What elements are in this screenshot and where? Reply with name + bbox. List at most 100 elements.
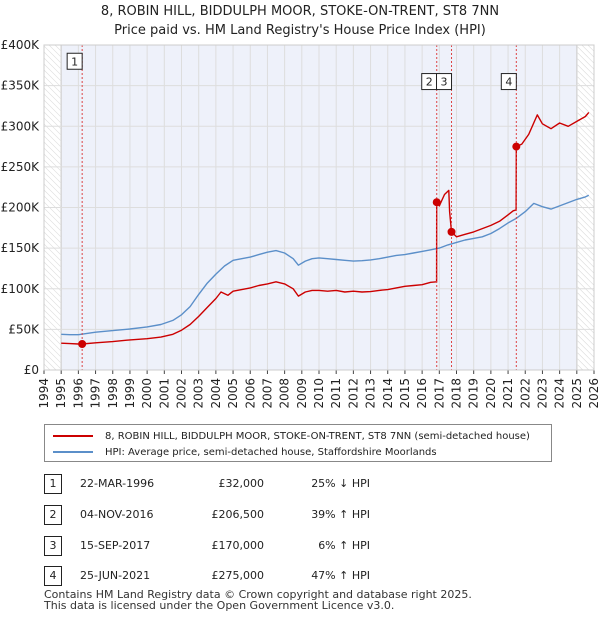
price-chart: 8, ROBIN HILL, BIDDULPH MOOR, STOKE-ON-T… bbox=[1, 4, 600, 409]
hatch-line bbox=[43, 159, 62, 178]
x-tick-label: 2024 bbox=[553, 378, 567, 409]
hatch-line bbox=[576, 297, 595, 316]
footer-line-2: This data is licensed under the Open Gov… bbox=[44, 599, 395, 612]
sale-label-box bbox=[66, 52, 83, 70]
x-tick-label: 2010 bbox=[312, 378, 326, 409]
hatch-line bbox=[576, 255, 595, 274]
legend-swatch-property bbox=[53, 435, 93, 437]
x-tick-label: 2022 bbox=[518, 378, 532, 409]
hatch-line bbox=[43, 303, 62, 322]
x-tick-label: 2006 bbox=[243, 378, 257, 409]
hatch-line bbox=[43, 153, 62, 172]
hatch-line bbox=[576, 363, 584, 371]
hatch-line bbox=[576, 327, 595, 346]
hatch-line bbox=[576, 93, 595, 112]
hatch-line bbox=[43, 189, 62, 208]
hatch-line bbox=[43, 225, 62, 244]
hatch-line bbox=[576, 345, 595, 364]
x-tick-label: 2015 bbox=[398, 378, 412, 409]
x-tick-label: 2023 bbox=[535, 378, 549, 409]
hatch-line bbox=[43, 147, 62, 166]
y-tick-label: £300K bbox=[1, 119, 41, 133]
transaction-number: 1 bbox=[44, 474, 62, 494]
plot-frame bbox=[43, 44, 595, 371]
sale-markers: 1 2 3 4 bbox=[66, 45, 521, 370]
hatch-line bbox=[576, 129, 595, 148]
hatch-line bbox=[43, 165, 62, 184]
transaction-number: 4 bbox=[44, 566, 62, 586]
hatch-line bbox=[581, 44, 595, 58]
hatch-line bbox=[576, 291, 595, 310]
hatch-line bbox=[43, 87, 62, 106]
hatch-line bbox=[43, 327, 62, 346]
y-tick-label: £200K bbox=[1, 201, 41, 215]
hatch-line bbox=[43, 267, 62, 286]
hatch-line bbox=[576, 165, 595, 184]
transaction-price: £206,500 bbox=[211, 508, 265, 521]
hatch-line bbox=[576, 105, 595, 124]
hatch-line bbox=[576, 45, 595, 64]
hatch-line bbox=[576, 339, 595, 358]
footer-line-1: Contains HM Land Registry data © Crown c… bbox=[44, 588, 472, 601]
sale-label-number: 1 bbox=[71, 55, 78, 68]
hatch-line bbox=[43, 261, 62, 280]
y-tick-label: £100K bbox=[1, 282, 41, 296]
hatch-line bbox=[576, 75, 595, 94]
x-tick-label: 1995 bbox=[54, 378, 68, 409]
x-tick-label: 1999 bbox=[123, 378, 137, 409]
hatch-line bbox=[576, 231, 595, 250]
hatch-line bbox=[43, 363, 51, 371]
hatch-line bbox=[43, 243, 62, 262]
y-tick-label: £0 bbox=[24, 363, 39, 377]
hatch-line bbox=[43, 339, 62, 358]
axes: £0 £50K £100K £150K £200K £250K £300K £350K £400… bbox=[1, 38, 600, 409]
sale-point bbox=[447, 227, 456, 236]
x-tick-label: 2021 bbox=[501, 378, 515, 409]
transaction-hpi-diff: 25% ↓ HPI bbox=[311, 477, 370, 490]
hatch-line bbox=[43, 333, 62, 352]
x-tick-label: 2025 bbox=[570, 378, 584, 409]
hatch-line bbox=[43, 129, 62, 148]
hatch-line bbox=[576, 201, 595, 220]
sale-point bbox=[512, 142, 521, 151]
hatch-line bbox=[43, 231, 62, 250]
hatch-line bbox=[576, 213, 595, 232]
transaction-hpi-diff: 39% ↑ HPI bbox=[311, 508, 370, 521]
transaction-price: £32,000 bbox=[218, 477, 265, 490]
hatch-line bbox=[43, 93, 62, 112]
x-tick-label: 2004 bbox=[209, 378, 223, 409]
hatch-line bbox=[43, 45, 62, 64]
hatch-line bbox=[43, 237, 62, 256]
legend-label-hpi: HPI: Average price, semi-detached house,… bbox=[105, 446, 437, 458]
hatch-line bbox=[576, 57, 595, 76]
legend-label-property: 8, ROBIN HILL, BIDDULPH MOOR, STOKE-ON-T… bbox=[105, 430, 530, 442]
hatch-line bbox=[43, 201, 62, 220]
transaction-date: 25-JUN-2021 bbox=[80, 569, 151, 582]
legend-swatch-hpi bbox=[53, 451, 93, 453]
hatch-line bbox=[43, 207, 62, 226]
property-price-line bbox=[61, 111, 590, 345]
hatch-line bbox=[43, 219, 62, 238]
hatch-line bbox=[576, 51, 595, 70]
footer-attribution: Contains HM Land Registry data © Crown c… bbox=[44, 589, 472, 611]
x-tick-label: 2003 bbox=[192, 378, 206, 409]
y-tick-label: £150K bbox=[1, 241, 41, 255]
hatch-line bbox=[43, 297, 62, 316]
hatch-line bbox=[43, 135, 62, 154]
hatch-line bbox=[576, 243, 595, 262]
y-tick-label: £350K bbox=[1, 79, 41, 93]
hatch-line bbox=[43, 105, 62, 124]
sale-label-box bbox=[436, 73, 453, 91]
legend-item-property: 8, ROBIN HILL, BIDDULPH MOOR, STOKE-ON-T… bbox=[53, 428, 530, 444]
hatch-line bbox=[587, 44, 595, 52]
hatch-line bbox=[576, 69, 595, 88]
hatch-line bbox=[576, 261, 595, 280]
x-tick-label: 2000 bbox=[140, 378, 154, 409]
hatch-line bbox=[576, 171, 595, 190]
hatch-line bbox=[43, 63, 62, 82]
sale-label-number: 3 bbox=[441, 76, 448, 89]
transaction-date: 22-MAR-1996 bbox=[80, 477, 155, 490]
hatch-line bbox=[576, 237, 595, 256]
hatch-line bbox=[43, 51, 62, 70]
hatch-line bbox=[576, 159, 595, 178]
